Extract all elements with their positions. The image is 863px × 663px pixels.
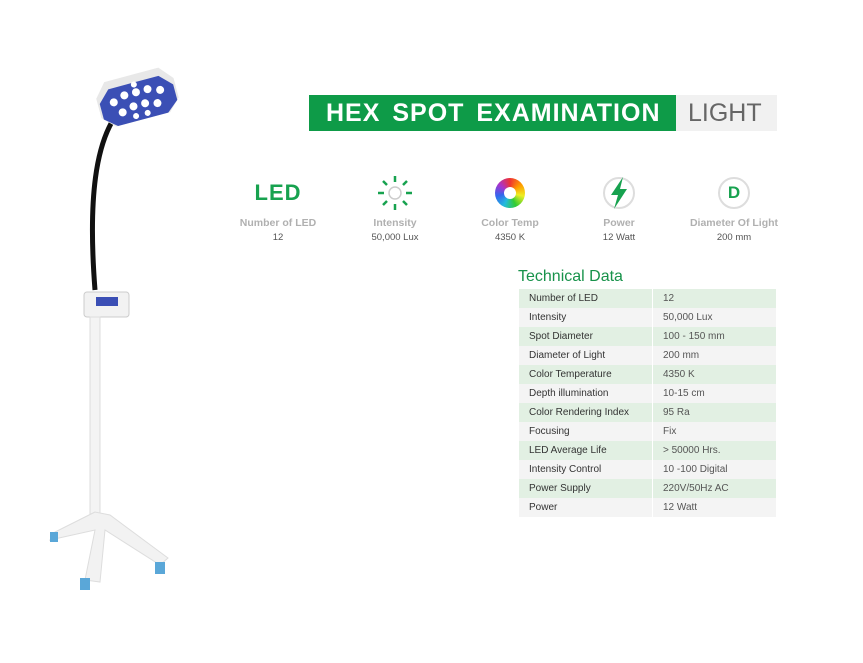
feature-label: Color Temp <box>481 217 539 229</box>
spec-value: 220V/50Hz AC <box>652 479 776 498</box>
table-row: Intensity Control 10 -100 Digital <box>519 460 776 479</box>
feature-power: Power 12 Watt <box>559 175 679 243</box>
spec-value: 12 <box>652 289 776 308</box>
feature-label: Power <box>603 217 635 229</box>
table-row: Power Supply 220V/50Hz AC <box>519 479 776 498</box>
spec-name: Spot Diameter <box>529 331 593 342</box>
spec-value: 4350 K <box>652 365 776 384</box>
diameter-d-icon: D <box>718 177 750 209</box>
feature-diameter: D Diameter Of Light 200 mm <box>674 175 794 243</box>
feature-label: Intensity <box>373 217 417 229</box>
product-subtitle: LIGHT <box>676 95 777 131</box>
sun-icon <box>378 176 412 210</box>
feature-value: 50,000 Lux <box>371 232 419 243</box>
feature-intensity: Intensity 50,000 Lux <box>335 175 455 243</box>
examination-lamp-image <box>48 67 179 590</box>
led-text-icon: LED <box>254 180 302 205</box>
table-row: Depth illumination 10-15 cm <box>519 384 776 403</box>
spec-name: Power <box>529 502 558 513</box>
spec-value: 10 -100 Digital <box>652 460 776 479</box>
spec-name: Power Supply <box>529 483 591 494</box>
table-row: Color Temperature 4350 K <box>519 365 776 384</box>
title-banner: HEX SPOT EXAMINATION LIGHT <box>309 95 777 131</box>
spec-value: 10-15 cm <box>652 384 776 403</box>
spec-name: Intensity <box>529 312 567 323</box>
feature-color-temp: Color Temp 4350 K <box>450 175 570 243</box>
spec-name: Focusing <box>529 426 570 437</box>
spec-name: Color Rendering Index <box>529 407 630 418</box>
spec-name: Intensity Control <box>529 464 602 475</box>
spec-value: > 50000 Hrs. <box>652 441 776 460</box>
feature-label: Number of LED <box>239 217 317 229</box>
table-row: Intensity 50,000 Lux <box>519 308 776 327</box>
lightning-bolt-icon <box>603 177 635 209</box>
spec-value: 200 mm <box>652 346 776 365</box>
feature-number-of-led: LED Number of LED 12 <box>218 175 338 243</box>
spec-value: 12 Watt <box>652 498 776 517</box>
spec-value: 50,000 Lux <box>652 308 776 327</box>
product-title: HEX SPOT EXAMINATION <box>309 95 676 131</box>
spec-name: Depth illumination <box>529 388 609 399</box>
feature-value: 200 mm <box>716 232 752 243</box>
table-row: Power 12 Watt <box>519 498 776 517</box>
table-row: Focusing Fix <box>519 422 776 441</box>
table-row: Diameter of Light 200 mm <box>519 346 776 365</box>
technical-data-table: Number of LED 12 Intensity 50,000 Lux Spot D… <box>519 289 776 517</box>
feature-label: Diameter Of Light <box>689 217 779 229</box>
table-row: Color Rendering Index 95 Ra <box>519 403 776 422</box>
feature-value: 4350 K <box>494 232 526 243</box>
spec-name: Diameter of Light <box>529 350 606 361</box>
spec-value: 95 Ra <box>652 403 776 422</box>
feature-value: 12 Watt <box>602 232 636 243</box>
table-row: LED Average Life > 50000 Hrs. <box>519 441 776 460</box>
table-row: Spot Diameter 100 - 150 mm <box>519 327 776 346</box>
feature-value: 12 <box>272 232 284 243</box>
technical-data-title: Technical Data <box>518 268 623 285</box>
spec-name: LED Average Life <box>529 445 607 456</box>
table-row: Number of LED 12 <box>519 289 776 308</box>
spec-value: 100 - 150 mm <box>652 327 776 346</box>
spec-value: Fix <box>652 422 776 441</box>
spec-name: Number of LED <box>529 293 598 304</box>
spec-name: Color Temperature <box>529 369 612 380</box>
color-wheel-icon <box>495 178 525 208</box>
